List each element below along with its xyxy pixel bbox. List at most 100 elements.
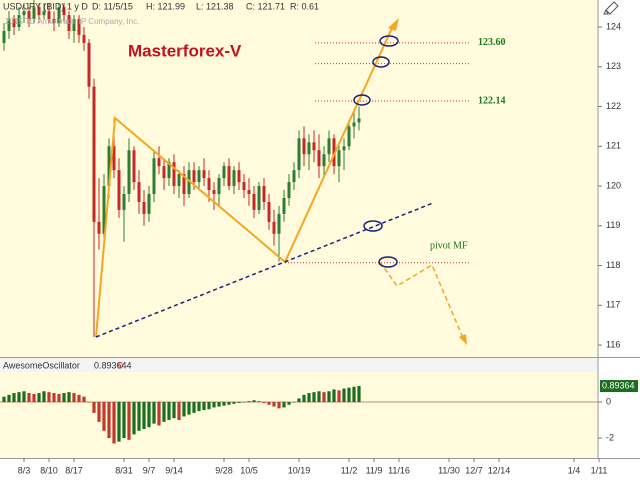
candle-body [217, 178, 221, 195]
oscillator-bar [187, 402, 191, 415]
oscillator-bar [337, 390, 341, 403]
candle-body [137, 182, 141, 202]
candle-body [172, 162, 176, 187]
oscillator-bar [2, 396, 6, 403]
header-close: C: 121.71 [246, 1, 285, 11]
oscillator-bar [202, 402, 206, 411]
oscillator-bar [342, 388, 346, 403]
marker-ellipse [378, 256, 398, 268]
candle-body [292, 170, 296, 183]
oscillator-param: 0 [118, 360, 123, 370]
candle-body [12, 19, 16, 28]
level-label: 122.14 [478, 95, 506, 106]
oscillator-bar [47, 392, 51, 403]
oscillator-bar [157, 402, 161, 426]
oscillator-bar [182, 402, 186, 417]
header-low: L: 121.38 [196, 1, 234, 11]
oscillator-bar [57, 393, 61, 403]
x-tick-label: 8/10 [40, 465, 58, 475]
candle-body [167, 162, 171, 179]
oscillator-bar [117, 402, 121, 442]
candle-body [322, 154, 326, 167]
oscillator-bar [52, 393, 56, 403]
oscillator-bar [267, 402, 271, 405]
oscillator-bar [87, 402, 91, 403]
y-tick-label: 119 [606, 220, 620, 230]
oscillator-bar [42, 391, 46, 403]
oscillator-panel [0, 372, 598, 458]
oscillator-bar [147, 402, 151, 428]
y-tick-label: 124 [606, 21, 621, 31]
x-tick-label: 8/17 [65, 465, 83, 475]
candle-body [332, 138, 336, 167]
candle-body [97, 221, 101, 234]
oscillator-bar [32, 393, 36, 403]
candle-body [202, 170, 206, 179]
candle-body [22, 11, 26, 16]
x-tick-label: 9/7 [143, 465, 156, 475]
candle-body [312, 142, 316, 151]
candle-body [342, 146, 346, 151]
x-tick-label: 9/28 [215, 465, 233, 475]
oscillator-bar [247, 401, 251, 403]
oscillator-bar [242, 402, 246, 403]
x-tick-label: 11/9 [366, 465, 383, 475]
candle-body [302, 138, 306, 155]
candle-body [262, 186, 266, 202]
oscillator-bar [27, 393, 31, 403]
settings-icon[interactable] [603, 1, 619, 15]
oscillator-bar [192, 402, 196, 413]
x-tick-label: 12/14 [488, 465, 511, 475]
oscillator-bar [277, 402, 281, 409]
marker-ellipse [353, 94, 371, 106]
oscillator-bar [347, 387, 351, 403]
x-tick-label: 11/2 [341, 465, 358, 475]
candle-body [132, 150, 136, 183]
candle-body [267, 201, 271, 222]
candle-body [192, 170, 196, 183]
oscillator-bar [97, 402, 101, 422]
oscillator-bar [237, 402, 241, 403]
oscillator-bar [272, 402, 276, 407]
oscillator-bar [167, 402, 171, 421]
marker-ellipse [372, 56, 390, 68]
oscillator-bar [262, 402, 266, 403]
header-date: D: 11/5/15 [92, 1, 133, 11]
oscillator-bar [302, 394, 306, 403]
oscillator-bar [37, 393, 41, 403]
oscillator-bar [197, 402, 201, 412]
candle-body [7, 19, 11, 32]
y-tick-label: 120 [606, 180, 621, 190]
candle-body [37, 7, 41, 16]
oscillator-bar [7, 394, 11, 403]
oscillator-bar [312, 392, 316, 403]
x-tick-label: 10/19 [288, 465, 311, 475]
y-tick-label: 121 [606, 141, 621, 151]
oscillator-bar [137, 402, 141, 431]
oscillator-bar [82, 396, 86, 403]
candle-body [92, 86, 96, 222]
oscillator-bar [162, 402, 166, 422]
candle-body [257, 186, 261, 210]
x-tick-label: 8/3 [18, 465, 31, 475]
candle-body [57, 7, 61, 24]
oscillator-bar [287, 402, 291, 405]
candle-body [277, 213, 281, 234]
oscillator-bar [142, 402, 146, 430]
candle-body [347, 126, 351, 147]
marker-ellipse [363, 220, 383, 232]
candle-body [112, 146, 116, 171]
oscillator-bar [332, 389, 336, 403]
oscillator-bar [327, 391, 331, 403]
oscillator-bar [232, 402, 236, 404]
candle-body [17, 15, 21, 28]
x-tick-label: 12/7 [465, 465, 483, 475]
candle-body [337, 150, 341, 167]
header-symbol: USD/JPY (BID) 1 y D [3, 1, 88, 11]
y-tick-label: 123 [606, 61, 621, 71]
candle-body [242, 182, 246, 191]
header-range: R: 0.61 [290, 1, 319, 11]
oscillator-bar [212, 402, 216, 408]
candle-body [82, 34, 86, 43]
oscillator-bar [217, 402, 221, 407]
